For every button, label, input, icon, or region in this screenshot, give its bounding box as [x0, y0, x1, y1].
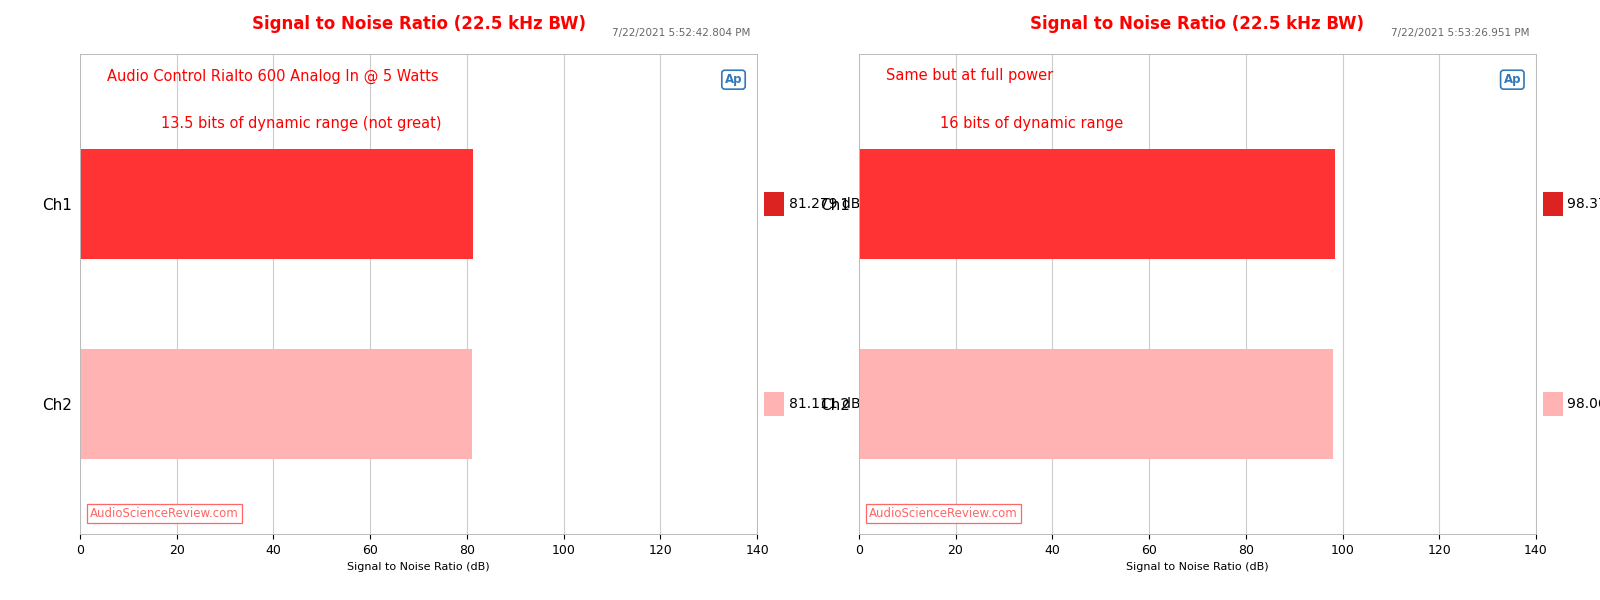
Text: 16 bits of dynamic range: 16 bits of dynamic range: [941, 116, 1123, 131]
Bar: [80, 349, 472, 459]
Bar: [765, 192, 784, 216]
Title: Signal to Noise Ratio (22.5 kHz BW): Signal to Noise Ratio (22.5 kHz BW): [1030, 15, 1365, 33]
Text: Same but at full power: Same but at full power: [886, 68, 1053, 83]
Title: Signal to Noise Ratio (22.5 kHz BW): Signal to Noise Ratio (22.5 kHz BW): [251, 15, 586, 33]
Text: 7/22/2021 5:53:26.951 PM: 7/22/2021 5:53:26.951 PM: [1390, 28, 1530, 38]
Bar: [859, 149, 1334, 259]
Bar: [765, 392, 784, 416]
Text: Ap: Ap: [1504, 73, 1522, 86]
Bar: [1544, 392, 1563, 416]
Text: 7/22/2021 5:52:42.804 PM: 7/22/2021 5:52:42.804 PM: [613, 28, 750, 38]
Text: AudioScienceReview.com: AudioScienceReview.com: [90, 506, 238, 520]
Bar: [1544, 192, 1563, 216]
Text: Audio Control Rialto 600 Analog In @ 5 Watts: Audio Control Rialto 600 Analog In @ 5 W…: [107, 68, 438, 83]
Text: 13.5 bits of dynamic range (not great): 13.5 bits of dynamic range (not great): [162, 116, 442, 131]
Text: 81.111 dB: 81.111 dB: [789, 397, 861, 411]
X-axis label: Signal to Noise Ratio (dB): Signal to Noise Ratio (dB): [347, 562, 490, 572]
Bar: [859, 349, 1333, 459]
Text: 98.067 dB: 98.067 dB: [1568, 397, 1600, 411]
Bar: [80, 149, 474, 259]
Text: 81.279 dB: 81.279 dB: [789, 197, 861, 211]
Text: AudioScienceReview.com: AudioScienceReview.com: [869, 506, 1018, 520]
X-axis label: Signal to Noise Ratio (dB): Signal to Noise Ratio (dB): [1126, 562, 1269, 572]
Text: Ap: Ap: [725, 73, 742, 86]
Text: 98.372 dB: 98.372 dB: [1568, 197, 1600, 211]
